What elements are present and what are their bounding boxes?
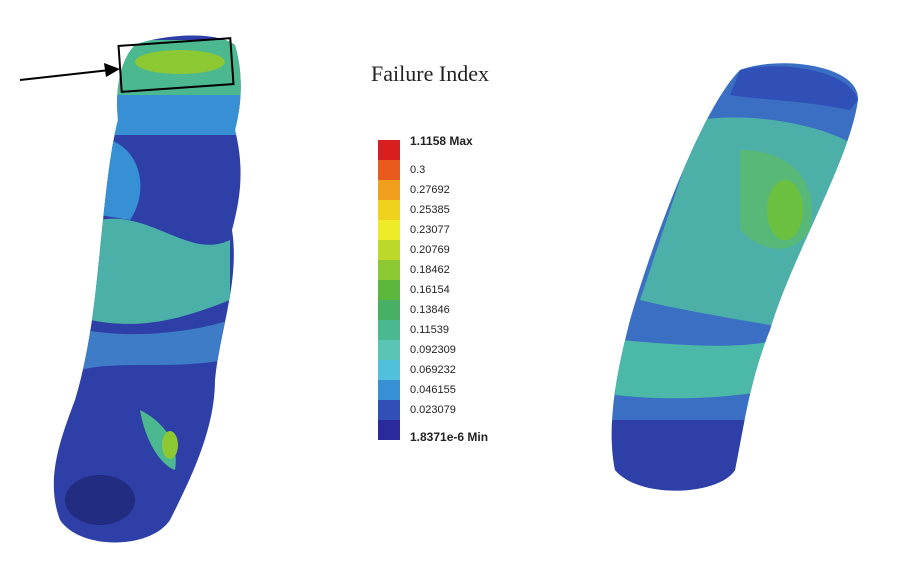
legend-swatch: [378, 320, 400, 340]
legend-swatch: [378, 220, 400, 240]
legend-label: 0.13846: [410, 304, 450, 316]
arrowhead: [104, 63, 120, 77]
legend-label: 0.069232: [410, 364, 456, 376]
legend-label: 0.20769: [410, 244, 450, 256]
legend-swatch: [378, 140, 400, 160]
legend-label: 0.18462: [410, 264, 450, 276]
legend-label: 0.27692: [410, 184, 450, 196]
legend-swatch: [378, 360, 400, 380]
legend-swatch: [378, 420, 400, 440]
legend-label: 0.023079: [410, 404, 456, 416]
arrow: [20, 70, 110, 80]
left-model: [40, 30, 260, 560]
legend-label: 0.11539: [410, 324, 449, 336]
legend-swatch: [378, 260, 400, 280]
legend-swatch: [378, 400, 400, 420]
legend-swatch: [378, 380, 400, 400]
legend-label: 1.1158 Max: [410, 134, 473, 148]
right-model: [600, 50, 870, 510]
legend-swatch: [378, 160, 400, 180]
legend: 1.1158 Max 0.3 0.27692 0.25385 0.23077 0.2076…: [378, 134, 488, 444]
legend-label: 1.8371e-6 Min: [410, 430, 488, 444]
legend-swatch: [378, 340, 400, 360]
legend-swatch: [378, 280, 400, 300]
legend-swatch: [378, 180, 400, 200]
figure: Failure Index 1.1158 Max 0.3 0.27692 0.2538…: [0, 0, 907, 580]
legend-swatch: [378, 240, 400, 260]
page: Failure Index 1.1158 Max 0.3 0.27692 0.2538…: [0, 0, 907, 580]
legend-label: 0.046155: [410, 384, 456, 396]
legend-swatch: [378, 200, 400, 220]
legend-label: 0.3: [410, 164, 425, 176]
legend-label: 0.25385: [410, 204, 450, 216]
legend-label: 0.092309: [410, 344, 456, 356]
title: Failure Index: [371, 61, 489, 86]
legend-label: 0.16154: [410, 284, 450, 296]
legend-swatch: [378, 300, 400, 320]
legend-label: 0.23077: [410, 224, 450, 236]
